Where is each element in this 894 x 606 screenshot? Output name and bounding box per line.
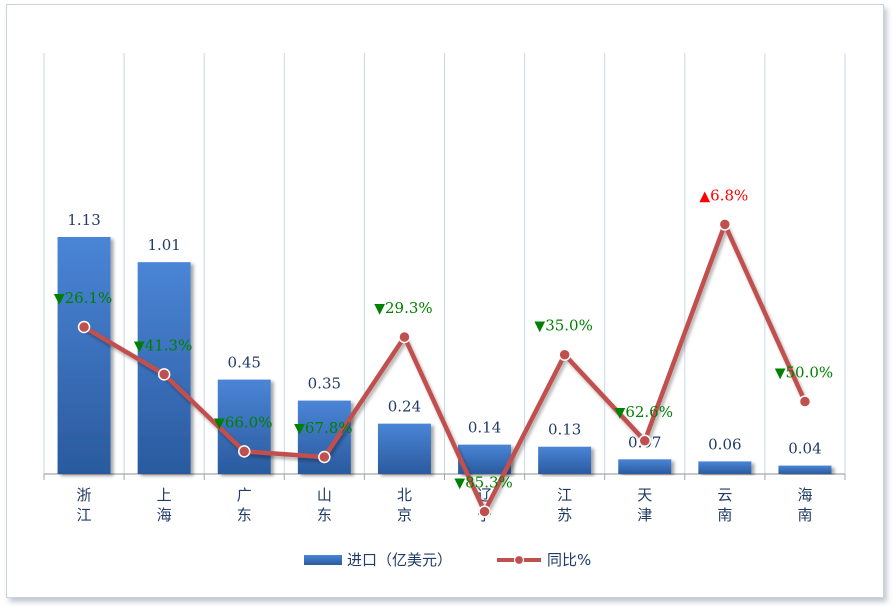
bar-value-label: 0.45 [228, 354, 261, 372]
bar [377, 423, 431, 474]
yoy-marker [77, 320, 91, 334]
category-label: 广 [237, 486, 252, 504]
yoy-label: ▼67.8% [294, 419, 352, 437]
bar [698, 461, 752, 474]
yoy-label: ▼26.1% [54, 289, 112, 307]
category-label: 北 [397, 486, 412, 504]
yoy-label: ▲6.8% [699, 186, 748, 204]
category-label: 南 [717, 506, 732, 524]
bar [618, 459, 672, 474]
yoy-label: ▼62.6% [615, 403, 673, 421]
yoy-label: ▼50.0% [775, 364, 833, 382]
yoy-label: ▼85.3% [454, 474, 512, 492]
category-label: 山 [317, 486, 332, 504]
category-label: 海 [797, 486, 812, 504]
bar-value-label: 0.24 [388, 398, 421, 416]
category-label: 江 [557, 486, 572, 504]
bar-value-label: 1.01 [147, 236, 180, 254]
legend-line-marker [513, 554, 525, 566]
yoy-marker [638, 434, 651, 448]
bar [778, 465, 832, 474]
combo-chart: 1.131.010.450.350.240.140.130.070.060.04… [43, 53, 846, 569]
bar-value-label: 1.13 [67, 211, 100, 229]
category-label: 海 [157, 506, 172, 524]
category-label: 京 [397, 506, 412, 524]
category-label: 上 [157, 486, 172, 504]
legend-bar-swatch [304, 555, 342, 565]
yoy-marker [798, 395, 812, 408]
category-label: 东 [237, 506, 252, 524]
yoy-label: ▼41.3% [134, 336, 192, 354]
yoy-label: ▼66.0% [214, 413, 272, 431]
category-label: 江 [77, 506, 92, 524]
yoy-marker [398, 330, 411, 344]
category-label: 苏 [557, 506, 572, 524]
yoy-line [82, 222, 808, 514]
category-label: 津 [637, 506, 652, 524]
chart-frame: 1.131.010.450.350.240.140.130.070.060.04… [6, 4, 884, 598]
plot-area: 1.131.010.450.350.240.140.130.070.060.04… [43, 53, 846, 524]
category-label: 云 [717, 486, 732, 504]
yoy-marker [238, 445, 251, 458]
yoy-marker [318, 450, 331, 464]
bar [57, 237, 111, 474]
legend-bar-label: 进口（亿美元） [347, 551, 452, 569]
bar [538, 446, 592, 474]
legend: 进口（亿美元） 同比% [304, 551, 591, 569]
yoy-label: ▼35.0% [534, 317, 592, 335]
yoy-marker [718, 218, 732, 231]
bar-value-label: 0.04 [788, 440, 821, 458]
bar-value-label: 0.14 [468, 419, 501, 437]
category-label: 浙 [77, 486, 92, 504]
yoy-marker [558, 348, 571, 361]
category-label: 天 [637, 486, 652, 504]
bar [137, 262, 191, 474]
yoy-marker [478, 505, 491, 518]
bar-value-label: 0.06 [708, 435, 741, 453]
yoy-label: ▼29.3% [374, 299, 432, 317]
yoy-marker [157, 368, 171, 381]
legend-line-label: 同比% [547, 551, 591, 569]
category-label: 南 [797, 506, 812, 524]
bar-value-label: 0.13 [548, 421, 581, 439]
bar [217, 379, 271, 474]
bar-value-label: 0.35 [308, 375, 341, 393]
category-label: 东 [317, 506, 332, 524]
